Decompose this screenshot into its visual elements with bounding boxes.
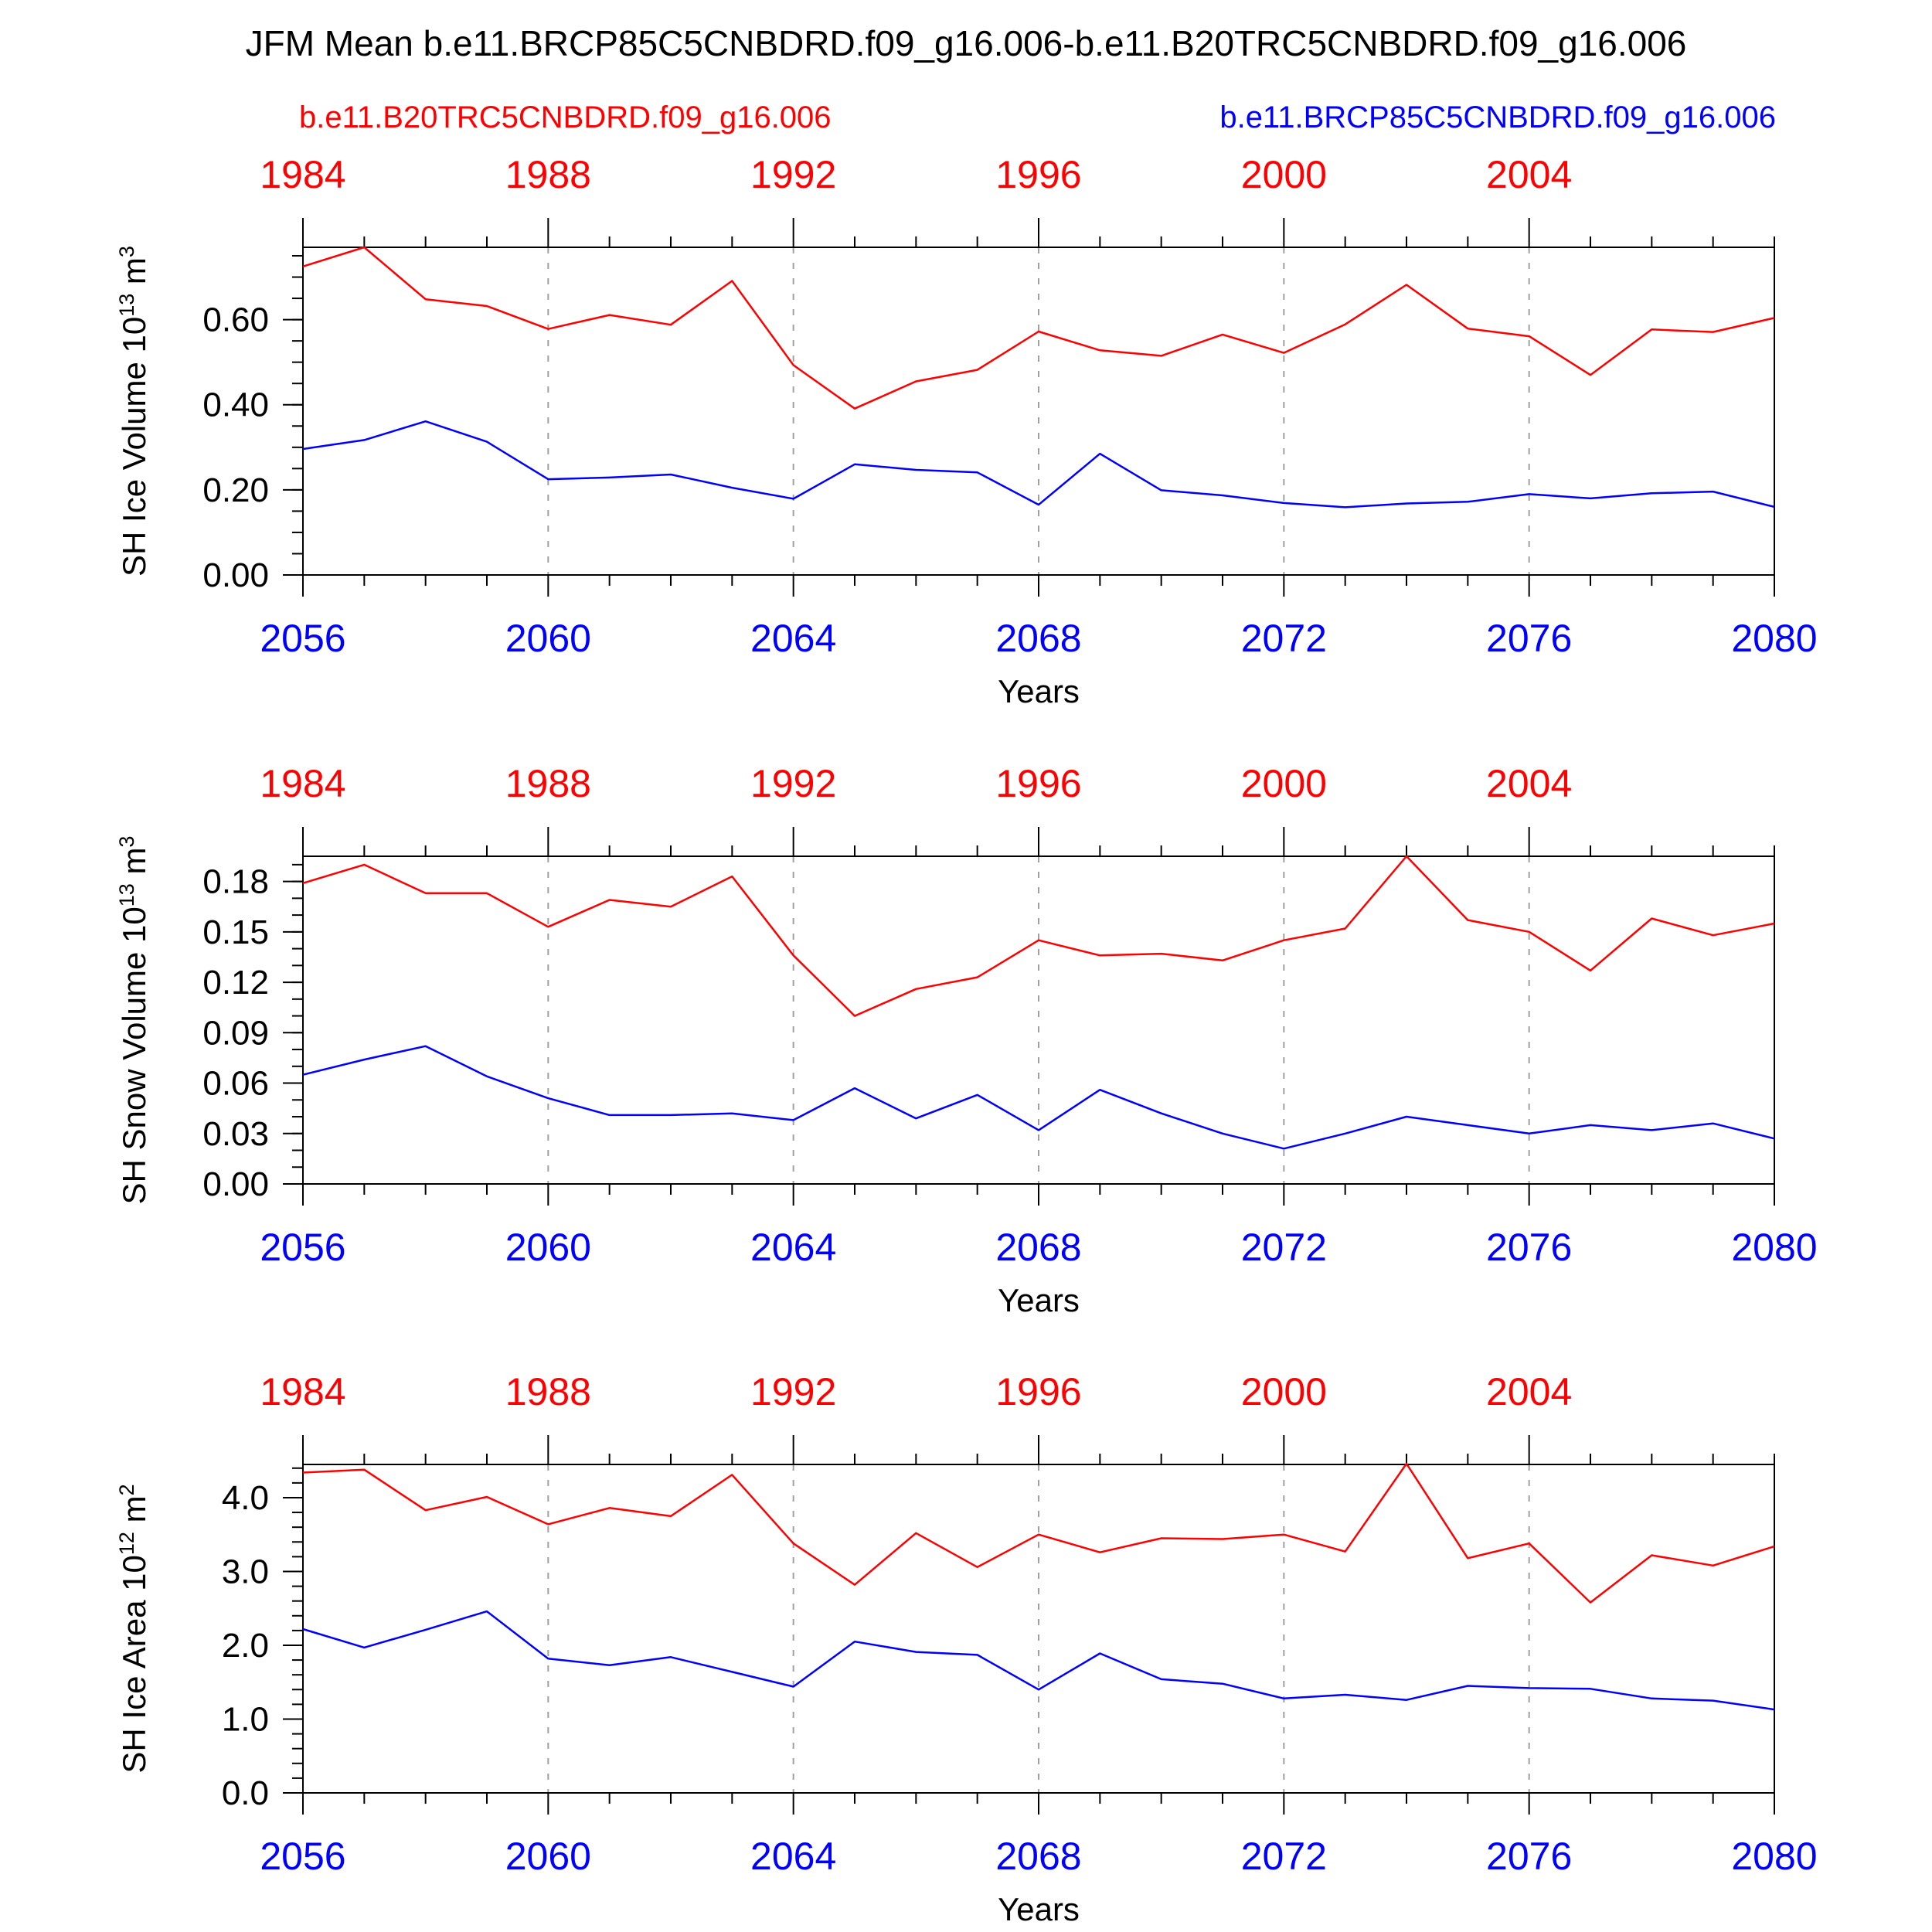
x-tick-label-top: 2000 (1241, 153, 1327, 196)
chart-panel-1: 0.00 0.20 0.40 0.60 2056 2060 2064 2068 2072 2076… (115, 153, 1818, 709)
series-line-historical (302, 1462, 1775, 1604)
panels: 0.00 0.20 0.40 0.60 2056 2060 2064 2068 2072 2076… (115, 153, 1818, 1927)
x-tick-label-bottom: 2076 (1486, 1835, 1572, 1878)
y-tick-label: 4.0 (222, 1479, 269, 1517)
y-axis-label-part: m (116, 848, 152, 884)
series-line-historical (302, 246, 1775, 410)
x-tick-label-bottom: 2068 (995, 617, 1081, 660)
x-tick-label-top: 1988 (505, 1370, 591, 1413)
x-tick-label-bottom: 2060 (505, 1226, 591, 1269)
x-tick-label-bottom: 2056 (260, 617, 345, 660)
x-tick-label-bottom: 2056 (260, 1835, 345, 1878)
y-tick-label: 0.00 (202, 1165, 269, 1203)
y-tick-label: 1.0 (222, 1700, 269, 1738)
x-tick-label-top: 1996 (995, 153, 1081, 196)
x-tick-label-bottom: 2076 (1486, 617, 1572, 660)
x-tick-label-top: 2004 (1486, 153, 1572, 196)
x-tick-label-bottom: 2064 (750, 1226, 836, 1269)
y-tick-label: 0.00 (202, 556, 269, 594)
x-tick-label-bottom: 2080 (1731, 617, 1817, 660)
x-tick-label-bottom: 2060 (505, 617, 591, 660)
y-axis-label-superscript: 13 (115, 294, 138, 317)
x-tick-label-top: 2004 (1486, 1370, 1572, 1413)
y-axis-label-part: SH Ice Area 10 (116, 1555, 152, 1774)
x-tick-label-bottom: 2068 (995, 1835, 1081, 1878)
series-line-future (302, 1610, 1775, 1711)
x-tick-label-top: 1992 (750, 762, 836, 805)
x-tick-label-top: 1988 (505, 153, 591, 196)
y-tick-label: 0.12 (202, 964, 269, 1002)
y-tick-label: 0.09 (202, 1014, 269, 1052)
y-tick-label: 2.0 (222, 1627, 269, 1665)
legend-label-future: b.e11.BRCP85C5CNBDRD.f09_g16.006 (1219, 100, 1776, 134)
y-axis-label: SH Ice Volume 1013 m3 (115, 246, 152, 577)
y-axis-label: SH Ice Area 1012 m2 (115, 1484, 152, 1773)
x-tick-label-top: 1988 (505, 762, 591, 805)
x-tick-label-bottom: 2080 (1731, 1226, 1817, 1269)
y-axis-label-superscript: 3 (115, 246, 138, 257)
y-tick-label: 0.20 (202, 471, 269, 509)
x-tick-label-top: 1984 (260, 1370, 345, 1413)
y-axis-label-superscript: 3 (115, 836, 138, 848)
x-tick-label-top: 2000 (1241, 762, 1327, 805)
y-axis-label-superscript: 2 (115, 1484, 138, 1495)
x-axis-label: Years (998, 1891, 1080, 1927)
x-tick-label-top: 1992 (750, 1370, 836, 1413)
x-tick-label-bottom: 2060 (505, 1835, 591, 1878)
y-tick-label: 0.40 (202, 386, 269, 424)
x-tick-label-top: 1996 (995, 1370, 1081, 1413)
y-axis-label-superscript: 12 (115, 1532, 138, 1555)
chart-panel-3: 0.0 1.0 2.0 3.0 4.0 2056 2060 2064 2068 2072 2076 2… (115, 1370, 1818, 1927)
y-tick-label: 0.15 (202, 913, 269, 951)
x-tick-label-bottom: 2068 (995, 1226, 1081, 1269)
x-tick-label-bottom: 2056 (260, 1226, 345, 1269)
x-axis-label: Years (998, 673, 1080, 709)
y-tick-label: 0.0 (222, 1774, 269, 1812)
chart-panel-2: 0.00 0.03 0.06 0.09 0.12 0.15 0.18 2056 2060 2064… (115, 762, 1818, 1318)
y-tick-label: 0.03 (202, 1115, 269, 1153)
y-axis-label: SH Snow Volume 1013 m3 (115, 836, 152, 1205)
y-axis-label-part: SH Snow Volume 10 (116, 906, 152, 1204)
y-tick-label: 0.18 (202, 863, 269, 901)
x-tick-label-bottom: 2064 (750, 617, 836, 660)
chart-title: JFM Mean b.e11.BRCP85C5CNBDRD.f09_g16.00… (246, 23, 1687, 63)
y-tick-label: 0.60 (202, 301, 269, 339)
x-tick-label-top: 2000 (1241, 1370, 1327, 1413)
x-tick-label-top: 1984 (260, 762, 345, 805)
x-tick-label-bottom: 2072 (1241, 617, 1327, 660)
y-axis-label-part: m (116, 1495, 152, 1532)
series-line-historical (302, 855, 1775, 1017)
x-tick-label-bottom: 2076 (1486, 1226, 1572, 1269)
y-axis-label-part: m (116, 257, 152, 294)
x-tick-label-top: 1996 (995, 762, 1081, 805)
y-axis-label-superscript: 13 (115, 883, 138, 906)
y-tick-label: 3.0 (222, 1553, 269, 1590)
y-axis-label-part: SH Ice Volume 10 (116, 317, 152, 577)
x-tick-label-bottom: 2072 (1241, 1226, 1327, 1269)
series-line-future (302, 1045, 1775, 1150)
legend-label-historical: b.e11.B20TRC5CNBDRD.f09_g16.006 (299, 100, 832, 134)
y-tick-label: 0.06 (202, 1065, 269, 1103)
x-tick-label-top: 1992 (750, 153, 836, 196)
x-tick-label-top: 1984 (260, 153, 345, 196)
x-axis-label: Years (998, 1282, 1080, 1318)
x-tick-label-bottom: 2072 (1241, 1835, 1327, 1878)
series-line-future (302, 420, 1775, 509)
x-tick-label-bottom: 2080 (1731, 1835, 1817, 1878)
x-tick-label-bottom: 2064 (750, 1835, 836, 1878)
x-tick-label-top: 2004 (1486, 762, 1572, 805)
